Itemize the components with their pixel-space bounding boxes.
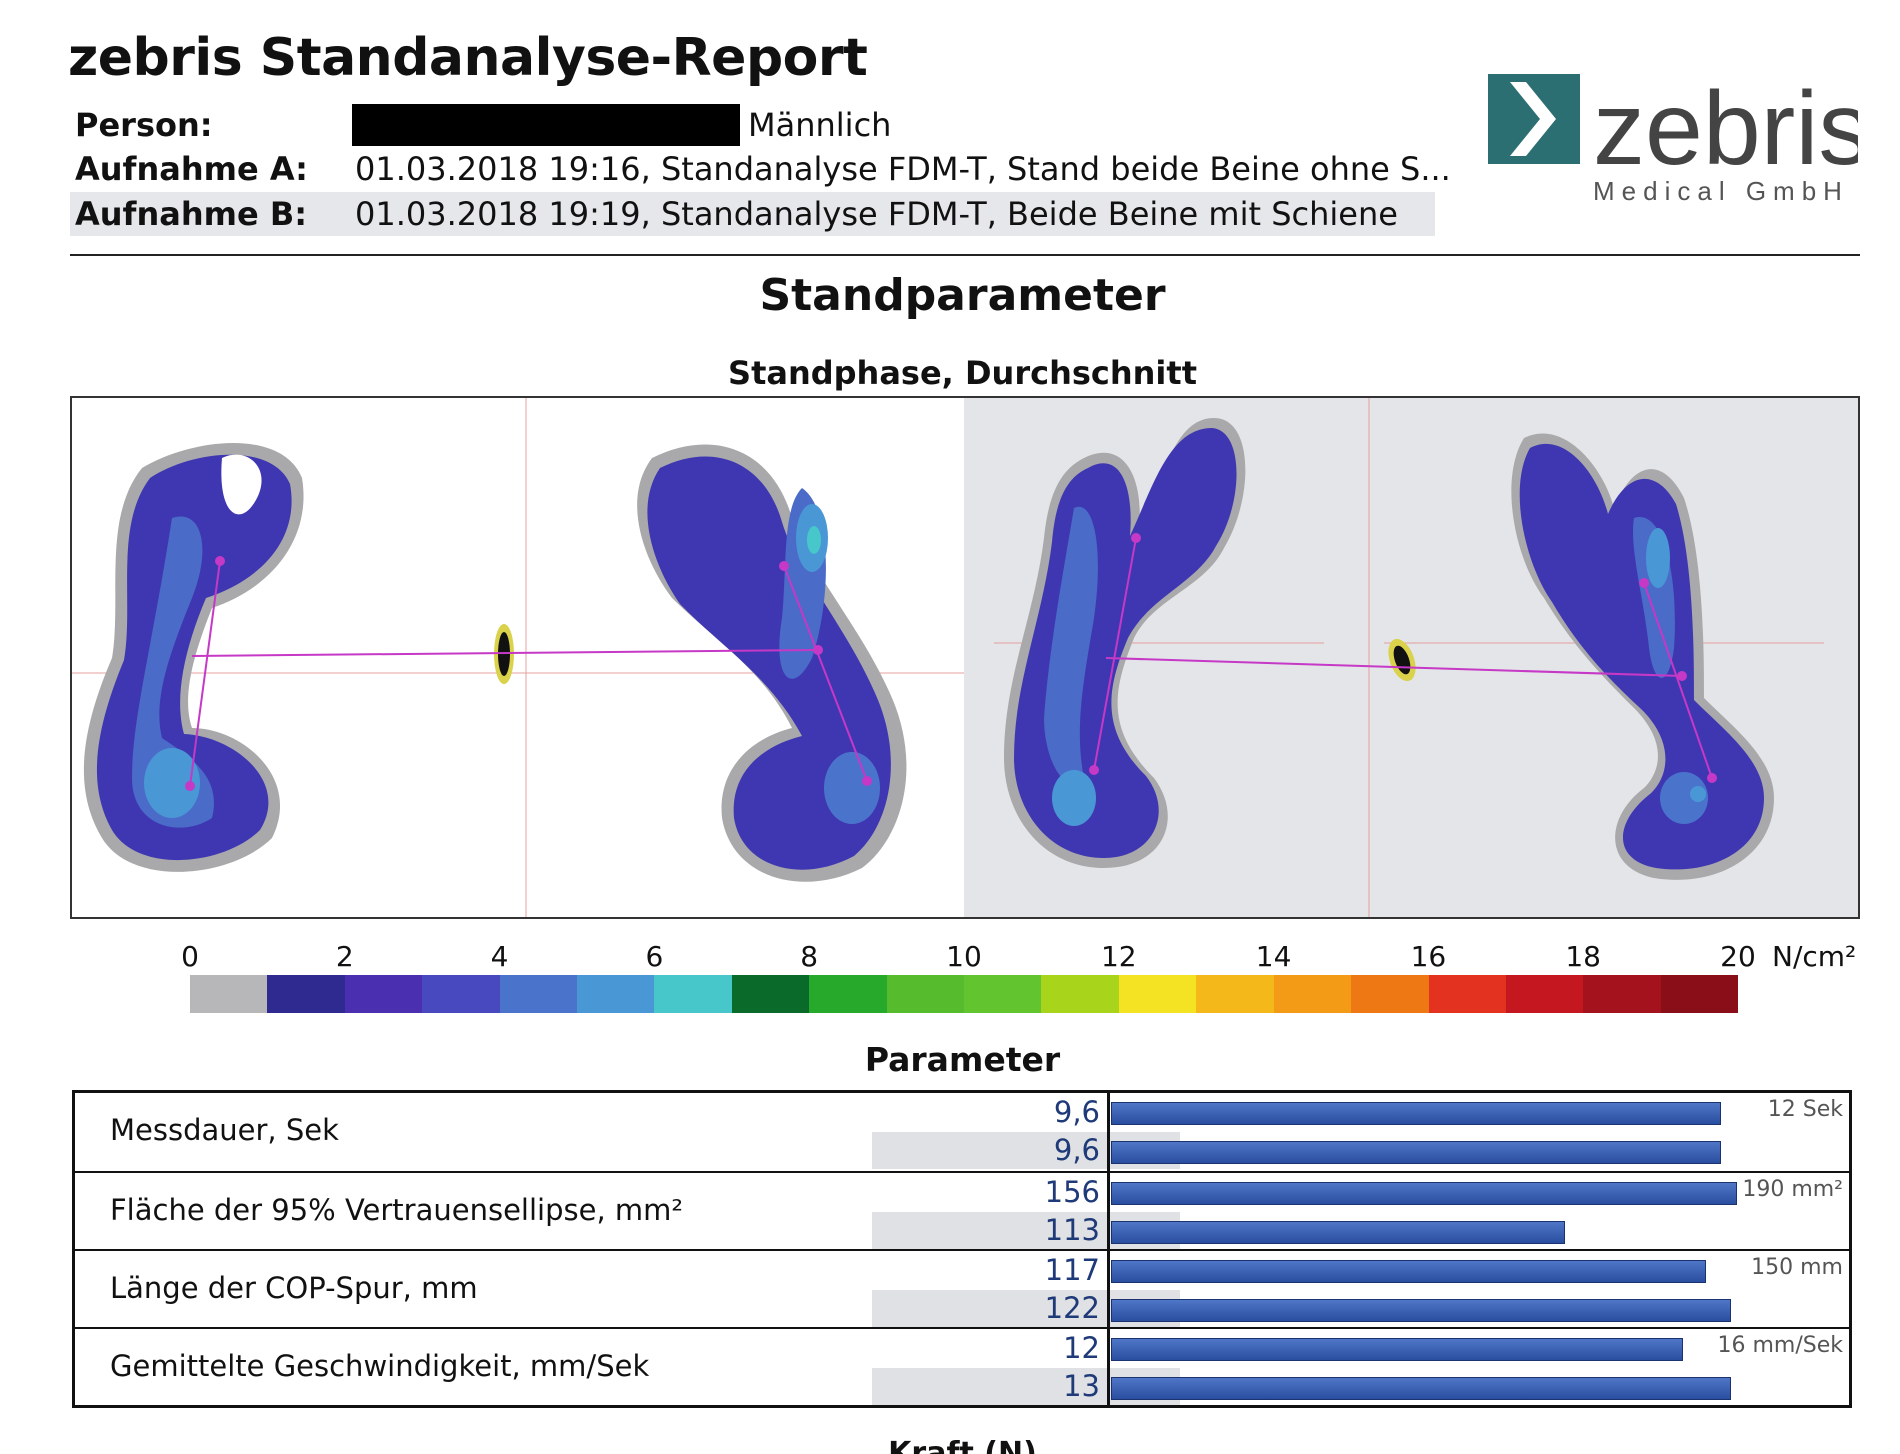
report-title: zebris Standanalyse-Report	[68, 28, 868, 88]
scale-tick-label: 8	[800, 940, 819, 973]
header-divider	[70, 254, 1860, 256]
scale-color-segment	[344, 975, 423, 1013]
scale-color-segment	[654, 975, 732, 1013]
parameter-bar-a	[1111, 1338, 1683, 1361]
parameter-bar-a	[1111, 1102, 1721, 1125]
recording-b-value: 01.03.2018 19:19, Standanalyse FDM-T, Be…	[355, 195, 1398, 233]
parameter-value-b: 9,6	[1053, 1133, 1100, 1167]
parameter-value-b: 113	[1044, 1213, 1100, 1247]
section-subtitle: Standphase, Durchschnitt	[728, 354, 1197, 392]
scale-tick-label: 0	[181, 940, 199, 973]
parameter-bar-b	[1111, 1141, 1721, 1164]
right-foot-print	[637, 444, 907, 882]
scale-color-segment	[267, 975, 345, 1013]
pressure-map-a	[70, 396, 968, 919]
parameter-max-label: 150 mm	[1751, 1255, 1843, 1280]
scale-color-segment	[1041, 975, 1119, 1013]
scale-color-segment	[1273, 975, 1352, 1013]
parameter-value-a: 9,6	[1053, 1095, 1100, 1129]
pressure-scale-unit: N/cm²	[1772, 940, 1857, 973]
parameter-max-label: 16 mm/Sek	[1717, 1333, 1843, 1358]
scale-color-segment	[1118, 975, 1197, 1013]
scale-tick-label: 16	[1410, 940, 1447, 973]
parameters-table: Messdauer, Sek 9,6 9,6 12 Sek Fläche der 95%…	[72, 1090, 1852, 1408]
scale-tick-label: 20	[1720, 940, 1756, 973]
scale-color-segment	[731, 975, 810, 1013]
recording-a-label: Aufnahme A:	[75, 150, 308, 188]
scale-tick-label: 14	[1255, 940, 1292, 973]
scale-color-segment	[190, 975, 268, 1013]
pressure-map-b	[964, 396, 1860, 919]
recording-b-row-background	[70, 192, 1435, 236]
parameter-row: Messdauer, Sek 9,6 9,6 12 Sek	[75, 1093, 1849, 1171]
scale-tick-label: 12	[1100, 940, 1137, 973]
section-title: Standparameter	[759, 270, 1166, 321]
parameter-label: Messdauer, Sek	[110, 1113, 339, 1147]
parameter-value-a: 156	[1044, 1175, 1100, 1209]
parameter-row: Gemittelte Geschwindigkeit, mm/Sek 12 13 16…	[75, 1327, 1849, 1405]
scale-tick-label: 6	[645, 940, 664, 973]
parameter-label: Fläche der 95% Vertrauensellipse, mm²	[110, 1193, 684, 1227]
recording-a-value: 01.03.2018 19:16, Standanalyse FDM-T, St…	[355, 150, 1451, 188]
load-axis-lines	[185, 556, 872, 791]
redacted-name-bar	[352, 104, 740, 146]
pressure-scale-ticks: 0 2 4 6 8 10 12 14 16 18 20	[0, 940, 1900, 980]
logo-text: zebris	[1593, 71, 1858, 187]
scale-color-segment	[964, 975, 1042, 1013]
scale-color-segment	[499, 975, 578, 1013]
parameter-label: Gemittelte Geschwindigkeit, mm/Sek	[110, 1349, 650, 1383]
next-section-title-cut: Kraft (N)	[888, 1436, 1037, 1454]
left-foot-print	[83, 443, 304, 872]
scale-color-segment	[1583, 975, 1661, 1013]
parameter-value-a: 117	[1044, 1253, 1100, 1287]
load-axis-lines	[1089, 533, 1717, 783]
pressure-color-scale	[190, 975, 1739, 1013]
right-foot-print	[1511, 433, 1774, 880]
parameter-bar-b	[1111, 1377, 1731, 1400]
parameter-bar-a	[1111, 1260, 1706, 1283]
scale-tick-label: 10	[946, 940, 982, 973]
scale-color-segment	[1196, 975, 1274, 1013]
scale-tick-label: 4	[490, 940, 509, 973]
parameter-label: Länge der COP-Spur, mm	[110, 1271, 478, 1305]
parameter-value-a: 12	[1063, 1331, 1100, 1365]
logo-subtext: Medical GmbH	[1593, 176, 1849, 206]
scale-tick-label: 2	[335, 940, 354, 973]
person-label: Person:	[75, 106, 213, 144]
parameter-row: Länge der COP-Spur, mm 117 122 150 mm	[75, 1249, 1849, 1327]
parameter-bar-b	[1111, 1299, 1731, 1322]
parameter-bar-a	[1111, 1182, 1737, 1205]
parameter-value-b: 122	[1044, 1291, 1100, 1325]
parameter-row: Fläche der 95% Vertrauensellipse, mm² 156…	[75, 1171, 1849, 1249]
scale-color-segment	[1505, 975, 1584, 1013]
parameter-max-label: 190 mm²	[1742, 1177, 1843, 1202]
recording-b-label: Aufnahme B:	[75, 195, 307, 233]
parameters-title: Parameter	[864, 1040, 1061, 1079]
parameter-value-b: 13	[1063, 1369, 1100, 1403]
table-column-divider	[1107, 1093, 1110, 1405]
scale-color-segment	[1660, 975, 1739, 1013]
logo-mark-chevron	[1510, 82, 1556, 156]
scale-color-segment	[1351, 975, 1429, 1013]
scale-color-segment	[1428, 975, 1506, 1013]
scale-tick-label: 18	[1565, 940, 1602, 973]
scale-color-segment	[577, 975, 655, 1013]
scale-color-segment	[886, 975, 965, 1013]
logo-mark-square	[1488, 74, 1580, 164]
scale-color-segment	[422, 975, 500, 1013]
person-gender: Männlich	[748, 106, 892, 144]
zebris-logo: zebris Medical GmbH	[1488, 71, 1858, 206]
parameter-max-label: 12 Sek	[1767, 1097, 1843, 1122]
scale-color-segment	[809, 975, 887, 1013]
parameter-bar-b	[1111, 1221, 1565, 1244]
left-foot-print	[1004, 418, 1246, 868]
